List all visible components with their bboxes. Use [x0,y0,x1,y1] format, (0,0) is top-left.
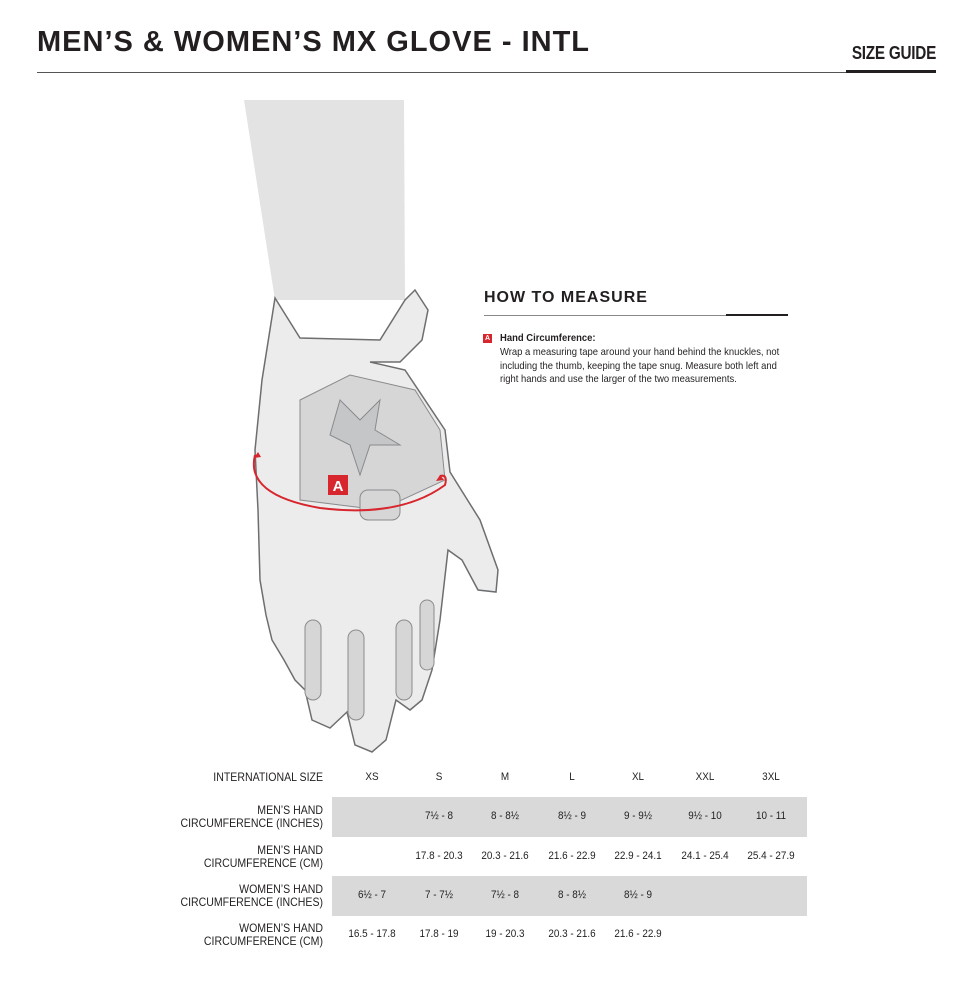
table-cell: 9 - 9½ [623,810,653,822]
how-to-measure-heading: HOW TO MEASURE [484,289,648,306]
table-cell: 19 - 20.3 [485,928,525,940]
table-cell: 7 - 7½ [424,889,454,901]
table-cell: 8½ - 9 [623,889,653,901]
table-cell: 9½ - 10 [688,810,722,822]
table-row-shade [332,797,807,837]
row-label: WOMEN’S HAND CIRCUMFERENCE (CM) [203,921,323,948]
row-label: MEN’S HAND CIRCUMFERENCE (CM) [203,843,323,870]
table-cell: 24.1 - 25.4 [681,850,729,862]
size-header: 3XL [762,771,780,783]
table-row-shade [332,876,807,916]
measure-item-title: Hand Circumference: [500,332,596,344]
measure-item-text: Wrap a measuring tape around your hand b… [500,346,780,385]
table-cell: 8 - 8½ [490,810,520,822]
header-divider [37,72,936,73]
section-divider [484,315,788,316]
table-cell: 20.3 - 21.6 [481,850,529,862]
table-cell: 16.5 - 17.8 [348,928,396,940]
marker-badge: A [483,334,492,343]
table-cell: 7½ - 8 [490,889,520,901]
table-cell: 25.4 - 27.9 [747,850,795,862]
table-cell: 22.9 - 24.1 [614,850,662,862]
table-cell: 17.8 - 20.3 [415,850,463,862]
table-cell: 6½ - 7 [357,889,387,901]
table-cell: 17.8 - 19 [419,928,459,940]
row-label: MEN’S HAND CIRCUMFERENCE (INCHES) [180,803,323,830]
page-title: MEN’S & WOMEN’S MX GLOVE - INTL [37,26,590,58]
header-label: INTERNATIONAL SIZE [213,770,323,784]
row-label: WOMEN’S HAND CIRCUMFERENCE (INCHES) [180,882,323,909]
table-cell: 8½ - 9 [557,810,587,822]
size-header: L [569,771,575,783]
table-cell: 21.6 - 22.9 [614,928,662,940]
size-header: XXL [695,771,715,783]
measure-marker-a: A [333,478,344,495]
size-header: XS [365,771,379,783]
table-cell: 7½ - 8 [424,810,454,822]
section-divider-accent [726,314,788,316]
size-header: S [435,771,443,783]
header-divider-accent [846,70,936,73]
glove-illustration: A [244,100,499,753]
size-header: M [500,771,510,783]
size-header: XL [631,771,645,783]
table-cell: 20.3 - 21.6 [548,928,596,940]
table-cell: 21.6 - 22.9 [548,850,596,862]
page-subtitle: SIZE GUIDE [851,43,936,63]
table-cell: 10 - 11 [755,810,787,822]
table-cell: 8 - 8½ [557,889,587,901]
